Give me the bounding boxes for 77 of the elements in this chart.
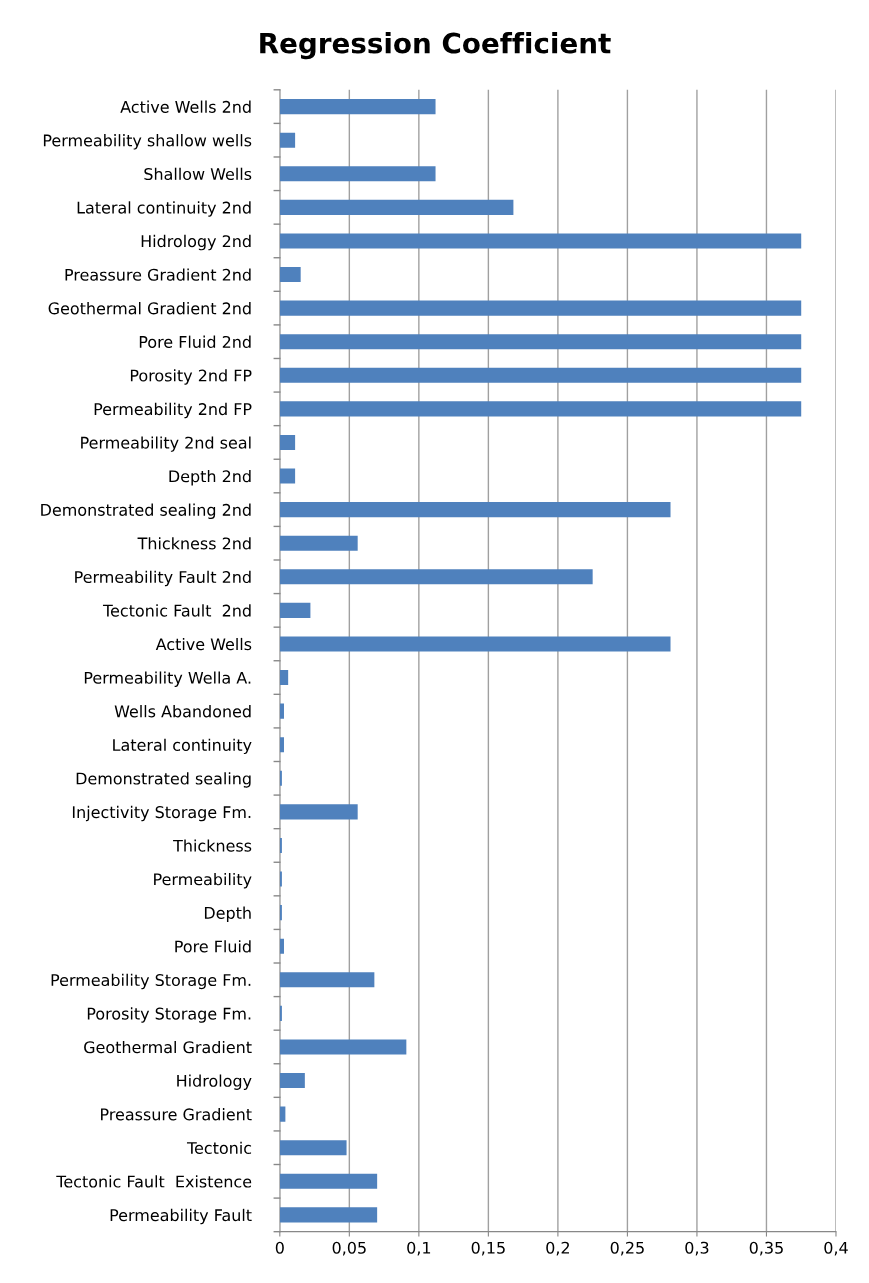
y-tick-label: Thickness <box>173 839 252 852</box>
y-tick-label: Tectonic Fault 2nd <box>102 604 251 617</box>
y-tick-label: Demonstrated sealing 2nd <box>41 503 251 520</box>
bar <box>279 367 802 383</box>
x-tick-label: 0,1 <box>407 1241 431 1256</box>
bar <box>279 401 802 417</box>
y-tick-label: Shallow Wells <box>144 167 252 181</box>
y-tick-label: Demonstrated sealing <box>76 772 251 788</box>
bar <box>279 434 296 450</box>
y-tick-label: Porosity 2nd FP <box>130 369 252 385</box>
bar <box>279 1039 407 1055</box>
x-tick-label: 0 <box>275 1241 284 1254</box>
y-tick-label: Geothermal Gradient <box>84 1040 252 1054</box>
y-tick-label: Permeability Wella A. <box>84 671 251 687</box>
bar <box>279 1005 282 1021</box>
y-tick-label: Permeability 2nd seal <box>81 436 251 452</box>
bar <box>279 972 375 988</box>
bar <box>279 837 282 854</box>
chart-title: Regression Coefficient <box>260 32 611 60</box>
y-tick-label: Lateral continuity <box>113 738 252 755</box>
bar <box>279 703 284 719</box>
bar <box>279 199 514 215</box>
y-tick-label: Permeability Storage Fm. <box>51 973 251 990</box>
bar <box>279 502 671 518</box>
x-tick-label: 0,3 <box>685 1241 709 1256</box>
x-tick-label: 0,15 <box>471 1241 505 1256</box>
bar <box>279 233 802 249</box>
bar <box>279 669 289 686</box>
y-tick-label: Geothermal Gradient 2nd <box>48 302 251 315</box>
bar <box>279 938 284 954</box>
bar <box>279 300 802 316</box>
y-tick-label: Permeability <box>154 872 252 889</box>
bar <box>279 737 284 753</box>
bar <box>279 334 802 350</box>
bar <box>279 1140 347 1156</box>
y-tick-label: Hidrology 2nd <box>141 234 251 251</box>
y-tick-label: Permeability 2nd FP <box>94 402 252 419</box>
y-tick-label: Depth 2nd <box>169 469 251 486</box>
y-tick-label: Permeability Fault <box>110 1208 252 1225</box>
y-tick-label: Active Wells <box>155 637 252 651</box>
y-tick-label: Thickness 2nd <box>137 537 251 550</box>
y-tick-label: Tectonic Fault Existence <box>56 1175 252 1188</box>
bar <box>279 770 282 786</box>
bar <box>279 535 358 551</box>
x-tick-label: 0,35 <box>749 1241 783 1256</box>
bar <box>279 569 593 585</box>
y-tick-label: Permeability Fault 2nd <box>75 570 251 587</box>
bar <box>279 602 311 618</box>
y-tick-label: Hidrology <box>177 1074 252 1090</box>
y-tick-label: Lateral continuity 2nd <box>77 201 251 217</box>
bar <box>279 132 296 148</box>
bar <box>279 871 282 887</box>
bar <box>279 266 301 283</box>
y-tick-label: Porosity Storage Fm. <box>87 1007 251 1023</box>
y-tick-label: Depth <box>204 906 251 923</box>
y-tick-label: Preassure Gradient 2nd <box>65 268 251 281</box>
bar <box>279 166 436 182</box>
bar <box>279 1173 378 1189</box>
y-tick-label: Permeability shallow wells <box>43 134 252 150</box>
x-tick-label: 0,25 <box>610 1241 644 1256</box>
y-tick-label: Preassure Gradient <box>101 1108 252 1121</box>
bar <box>279 905 282 921</box>
bar <box>279 804 358 820</box>
bar <box>279 1207 378 1223</box>
bar <box>279 1072 305 1089</box>
bar <box>279 636 671 652</box>
x-tick-label: 0,2 <box>546 1241 569 1256</box>
y-tick-label: Wells Abandoned <box>114 705 251 718</box>
bar <box>279 468 296 484</box>
y-tick-label: Pore Fluid <box>175 940 251 953</box>
y-tick-label: Pore Fluid 2nd <box>139 335 251 348</box>
x-tick-label: 0,4 <box>824 1241 848 1256</box>
bar <box>279 99 436 115</box>
y-tick-label: Injectivity Storage Fm. <box>72 805 251 822</box>
y-tick-label: Active Wells 2nd <box>120 100 251 113</box>
x-tick-label: 0,05 <box>332 1241 366 1256</box>
y-tick-label: Tectonic <box>186 1141 252 1155</box>
